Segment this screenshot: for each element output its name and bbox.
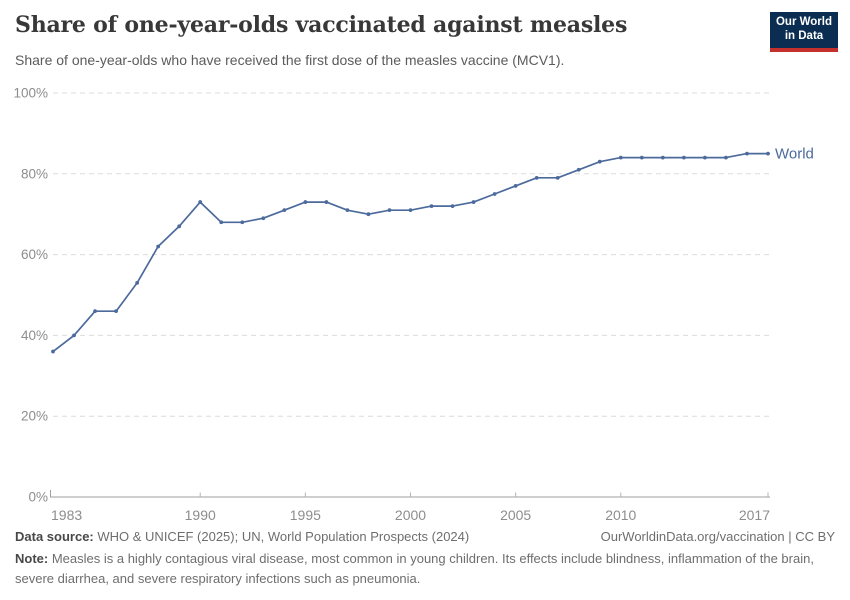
y-axis-tick-label: 60% [21,247,48,262]
x-axis-tick-label: 2005 [500,507,531,523]
data-point [555,175,560,180]
data-point [724,155,728,160]
chart-subtitle: Share of one-year-olds who have received… [15,52,565,68]
data-source-text: WHO & UNICEF (2025); UN, World Populatio… [97,529,470,544]
data-point [534,175,539,180]
data-point [618,155,623,160]
footer-separator: | [788,529,792,544]
data-point [408,208,413,213]
x-axis-tick-label: 2017 [739,507,770,523]
world-line [52,152,769,353]
data-point [597,159,602,164]
data-point [261,216,266,221]
data-point [219,220,224,225]
data-point [660,155,665,160]
owid-logo[interactable]: Our World in Data [770,12,838,52]
data-point [471,200,476,204]
owid-logo-line2: in Data [784,30,824,42]
data-point [745,151,749,156]
note-line: Note: Measles is a highly contagious vir… [15,549,815,588]
note-label: Note: [15,551,49,566]
data-point [114,309,118,314]
line-chart: 0% 20% 40% 60% 80% 100% 1983 1990 1995 2000 2005 20… [13,86,814,524]
origin-line: OurWorldinData.org/vaccination | CC BY [601,529,835,544]
data-point [576,167,581,172]
x-axis-tick-label: 2000 [395,507,426,523]
y-axis-tick-label: 100% [13,86,48,101]
y-axis-tick-label: 20% [21,409,48,424]
note-text: Measles is a highly contagious viral dis… [15,551,814,586]
data-point [51,349,55,354]
data-point [72,333,76,338]
data-point [681,155,686,160]
data-point [240,220,245,225]
chart-footer: Data source: WHO & UNICEF (2025); UN, Wo… [15,529,835,588]
data-point [639,155,644,160]
y-axis-tick-label: 40% [21,328,48,343]
x-axis-tick-label: 1995 [290,507,321,523]
data-source-label: Data source: [15,529,94,544]
data-point [324,200,329,204]
y-axis-tick-label: 80% [21,166,48,181]
x-axis-tick-label: 2010 [605,507,636,523]
data-point [366,212,371,217]
data-point [135,280,140,285]
data-point [513,184,518,188]
x-axis-tick-label: 1990 [185,507,216,523]
data-point [156,244,161,249]
x-axis-tick-label: 1983 [51,507,82,523]
license-text: CC BY [795,529,835,544]
data-point [703,155,707,160]
data-point [303,200,308,204]
data-point [93,309,97,314]
series-label-world: World [775,146,814,163]
data-point [387,208,392,213]
data-point [492,192,497,196]
data-point [766,151,770,156]
data-source-line: Data source: WHO & UNICEF (2025); UN, Wo… [15,529,469,544]
data-point [345,208,350,213]
data-point [429,204,434,209]
data-point [198,200,203,204]
data-point [177,224,182,229]
page-title: Share of one-year-olds vaccinated agains… [15,12,628,38]
owid-logo-line1: Our World [775,16,832,29]
y-axis-tick-label: 0% [28,490,48,505]
data-point [282,208,287,213]
data-point [450,204,455,209]
owid-url-link[interactable]: OurWorldinData.org/vaccination [600,529,785,544]
